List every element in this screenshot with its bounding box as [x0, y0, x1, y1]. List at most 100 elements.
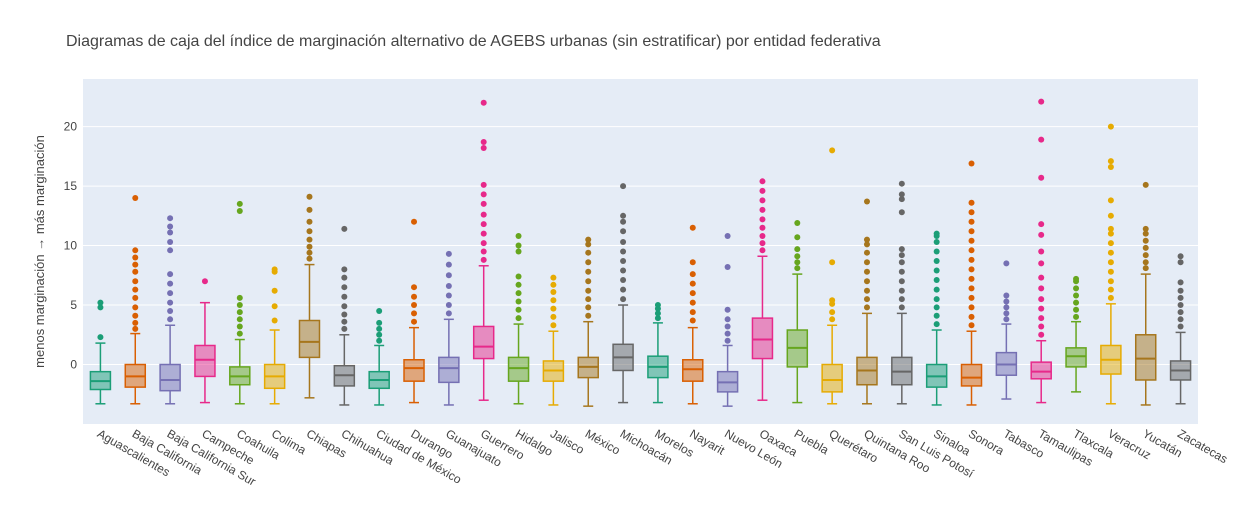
outlier-point — [1038, 315, 1045, 322]
outlier-point — [968, 237, 975, 244]
outlier-point — [97, 334, 104, 341]
outlier-point — [1177, 279, 1184, 286]
x-tick-label: Puebla — [792, 426, 832, 457]
outlier-point — [794, 234, 801, 241]
outlier-point — [1107, 230, 1114, 237]
outlier-point — [620, 238, 627, 245]
outlier-point — [167, 316, 174, 323]
outlier-point — [898, 252, 905, 259]
outlier-point — [968, 256, 975, 263]
outlier-point — [236, 316, 243, 323]
outlier-point — [794, 219, 801, 226]
outlier-point — [968, 247, 975, 254]
y-tick-label: 15 — [64, 179, 78, 193]
outlier-point — [1107, 259, 1114, 266]
outlier-point — [341, 293, 348, 300]
outlier-point — [445, 302, 452, 309]
box-26 — [960, 160, 983, 406]
box-8 — [333, 225, 356, 406]
outlier-point — [515, 298, 522, 305]
outlier-point — [167, 271, 174, 278]
outlier-point — [167, 238, 174, 245]
outlier-point — [1142, 259, 1149, 266]
outlier-point — [1177, 323, 1184, 330]
outlier-point — [689, 299, 696, 306]
outlier-point — [132, 312, 139, 319]
box-6 — [263, 266, 286, 405]
outlier-point — [585, 241, 592, 248]
outlier-point — [759, 240, 766, 247]
outlier-point — [1003, 304, 1010, 311]
outlier-point — [411, 310, 418, 317]
outlier-point — [306, 249, 313, 256]
box-7 — [298, 193, 321, 399]
outlier-point — [724, 330, 731, 337]
box-iqr — [159, 363, 181, 392]
outlier-point — [445, 310, 452, 317]
outlier-point — [585, 312, 592, 319]
outlier-point — [759, 178, 766, 185]
outlier-point — [1107, 268, 1114, 275]
outlier-point — [968, 160, 975, 167]
outlier-point — [132, 294, 139, 301]
outlier-point — [1107, 212, 1114, 219]
outlier-point — [968, 313, 975, 320]
outlier-point — [1142, 244, 1149, 251]
outlier-point — [480, 139, 487, 146]
outlier-point — [1038, 331, 1045, 338]
outlier-point — [1107, 197, 1114, 204]
y-tick-label: 5 — [70, 298, 77, 312]
outlier-point — [863, 287, 870, 294]
outlier-point — [1142, 181, 1149, 188]
outlier-point — [132, 325, 139, 332]
outlier-point — [759, 247, 766, 254]
outlier-point — [1142, 230, 1149, 237]
outlier-point — [236, 294, 243, 301]
outlier-point — [620, 218, 627, 225]
outlier-point — [724, 306, 731, 313]
outlier-point — [794, 259, 801, 266]
outlier-point — [724, 323, 731, 330]
outlier-point — [933, 312, 940, 319]
outlier-point — [132, 278, 139, 285]
outlier-point — [132, 261, 139, 268]
outlier-point — [968, 285, 975, 292]
outlier-point — [1177, 309, 1184, 316]
box-iqr — [821, 363, 843, 393]
outlier-point — [863, 249, 870, 256]
outlier-point — [376, 319, 383, 326]
outlier-point — [132, 286, 139, 293]
box-23 — [856, 198, 878, 405]
outlier-point — [724, 316, 731, 323]
outlier-point — [689, 280, 696, 287]
outlier-point — [933, 258, 940, 265]
outlier-point — [863, 259, 870, 266]
outlier-point — [341, 274, 348, 281]
outlier-point — [306, 206, 313, 213]
outlier-point — [167, 247, 174, 254]
outlier-point — [411, 318, 418, 325]
outlier-point — [689, 309, 696, 316]
outlier-point — [1038, 221, 1045, 228]
outlier-point — [759, 216, 766, 223]
outlier-point — [863, 268, 870, 275]
outlier-point — [167, 290, 174, 297]
outlier-point — [724, 263, 731, 270]
outlier-point — [1038, 248, 1045, 255]
outlier-point — [236, 200, 243, 207]
box-16 — [612, 183, 634, 404]
outlier-point — [515, 290, 522, 297]
outlier-point — [724, 337, 731, 344]
outlier-point — [201, 278, 208, 285]
outlier-point — [236, 323, 243, 330]
outlier-point — [341, 318, 348, 325]
box-19 — [716, 233, 739, 407]
outlier-point — [968, 304, 975, 311]
outlier-point — [480, 256, 487, 263]
outlier-point — [585, 268, 592, 275]
outlier-point — [480, 211, 487, 218]
outlier-point — [1107, 294, 1114, 301]
box-14 — [542, 274, 565, 406]
box-iqr — [960, 363, 983, 387]
outlier-point — [550, 288, 557, 295]
